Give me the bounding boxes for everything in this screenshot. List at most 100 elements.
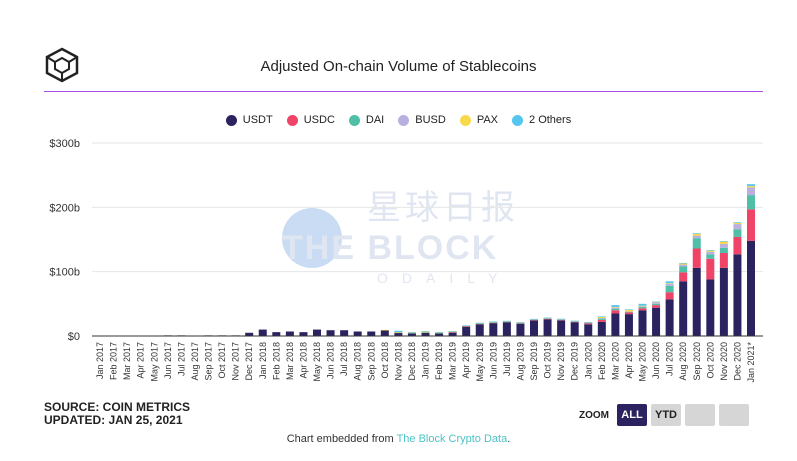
legend-label: BUSD <box>415 114 446 126</box>
bar-segment-busd <box>584 322 593 324</box>
bar-segment-pax <box>421 331 430 333</box>
bar-segment-pax <box>407 332 416 333</box>
bar-segment-2-others <box>692 233 701 234</box>
legend-label: 2 Others <box>529 114 572 126</box>
x-tick-label: May 2019 <box>475 342 485 382</box>
bar-segment-2-others <box>530 318 538 320</box>
bar-segment-usdt <box>340 330 349 336</box>
bar-segment-usdt <box>638 310 647 336</box>
bar-segment-busd <box>706 251 715 255</box>
bar-segment-2-others <box>584 321 593 323</box>
bar-segment-dai <box>719 247 728 254</box>
bar-segment-usdc <box>448 331 457 333</box>
x-tick-label: Aug 2020 <box>678 342 688 381</box>
bar-segment-busd <box>719 244 728 248</box>
x-tick-label: Jun 2019 <box>488 342 498 379</box>
bar-segment-busd <box>570 321 579 322</box>
bar-segment-usdc <box>543 318 552 320</box>
bar-segment-usdt <box>611 313 620 336</box>
bar-segment-usdt <box>421 332 430 336</box>
legend-swatch <box>398 114 410 126</box>
bar-segment-2-others <box>719 241 728 242</box>
bar-segment-busd <box>597 317 606 319</box>
bar-segment-usdt <box>692 267 701 336</box>
bar-segment-dai <box>394 332 403 333</box>
x-tick-label: Apr 2019 <box>461 342 471 379</box>
bar-segment-dai <box>462 325 471 327</box>
bar-segment-usdc <box>652 305 661 308</box>
footer-suffix: . <box>507 433 511 445</box>
x-tick-label: Oct 2019 <box>543 342 553 379</box>
bar-segment-2-others <box>435 332 444 333</box>
x-tick-label: May 2020 <box>638 342 648 382</box>
bar-segment-usdt <box>502 322 511 336</box>
bar-segment-2-others <box>747 184 755 187</box>
legend-item[interactable]: PAX <box>459 114 498 126</box>
x-tick-label: Feb 2020 <box>597 342 607 380</box>
bar-segment-usdt <box>597 321 606 336</box>
legend-label: DAI <box>365 114 385 126</box>
bar-segment-busd <box>679 264 688 267</box>
zoom-label: ZOOM <box>579 409 609 421</box>
bar-segment-dai <box>557 319 566 321</box>
bar-segment-2-others <box>462 325 471 326</box>
x-tick-label: Sep 2018 <box>366 342 376 381</box>
bar-segment-busd <box>747 187 755 196</box>
legend-item[interactable]: USDT <box>225 114 273 126</box>
legend-swatch <box>348 114 360 126</box>
bar-segment-usdt <box>367 331 376 336</box>
x-tick-label: Aug 2018 <box>353 342 363 381</box>
zoom-ytd-button[interactable]: YTD <box>651 404 681 426</box>
x-tick-label: Jun 2020 <box>651 342 661 379</box>
bar-segment-dai <box>692 238 701 249</box>
x-tick-label: Jun 2017 <box>163 342 173 379</box>
bar-segment-pax <box>692 233 701 236</box>
bar-segment-2-others <box>516 322 525 323</box>
legend-item[interactable]: BUSD <box>398 114 446 126</box>
y-tick-label: $300b <box>49 138 80 150</box>
x-tick-label: Apr 2018 <box>298 342 308 379</box>
legend-item[interactable]: USDC <box>286 114 335 126</box>
bar-segment-usdc <box>462 326 471 327</box>
bar-segment-dai <box>516 322 525 324</box>
bar-segment-2-others <box>557 318 566 320</box>
source-text: SOURCE: COIN METRICS <box>44 400 191 414</box>
x-tick-label: Jun 2018 <box>326 342 336 379</box>
bar-segment-usdc <box>584 323 593 325</box>
x-tick-label: Dec 2020 <box>732 342 742 381</box>
zoom-blank-button[interactable] <box>719 404 749 426</box>
bar-segment-2-others <box>679 262 688 264</box>
zoom-all-button[interactable]: ALL <box>617 404 647 426</box>
zoom-blank-button[interactable] <box>685 404 715 426</box>
legend-item[interactable]: DAI <box>348 114 385 126</box>
bar-segment-2-others <box>733 222 742 223</box>
bar-segment-pax <box>706 250 715 252</box>
bar-segment-usdt <box>747 240 755 336</box>
x-tick-label: Nov 2019 <box>556 342 566 381</box>
x-tick-label: Jan 2020 <box>583 342 593 379</box>
bar-segment-usdt <box>245 332 254 336</box>
bar-segment-dai <box>448 331 457 333</box>
bar-segment-2-others <box>448 331 457 332</box>
bar-segment-usdt <box>435 333 444 336</box>
bar-segment-usdt <box>679 281 688 336</box>
bar-segment-pax <box>394 332 403 333</box>
bar-segment-pax <box>624 309 633 312</box>
bar-segment-usdt <box>475 324 484 336</box>
bar-segment-pax <box>380 329 389 331</box>
y-tick-label: $100b <box>49 267 80 279</box>
bar-segment-usdt <box>285 331 294 336</box>
legend-item[interactable]: 2 Others <box>512 114 571 126</box>
x-tick-label: Mar 2018 <box>285 342 295 380</box>
bar-segment-usdc <box>570 321 579 323</box>
bar-segment-dai <box>638 307 647 309</box>
bar-segment-2-others <box>394 330 403 333</box>
bar-segment-2-others <box>652 301 661 303</box>
x-tick-label: Oct 2017 <box>217 342 227 379</box>
bar-segment-usdt <box>353 331 362 336</box>
x-tick-label: Jul 2020 <box>665 342 675 376</box>
the-block-data-link[interactable]: The Block Crypto Data <box>396 433 508 445</box>
x-tick-label: Nov 2017 <box>231 342 241 381</box>
bar-segment-dai <box>706 254 715 259</box>
